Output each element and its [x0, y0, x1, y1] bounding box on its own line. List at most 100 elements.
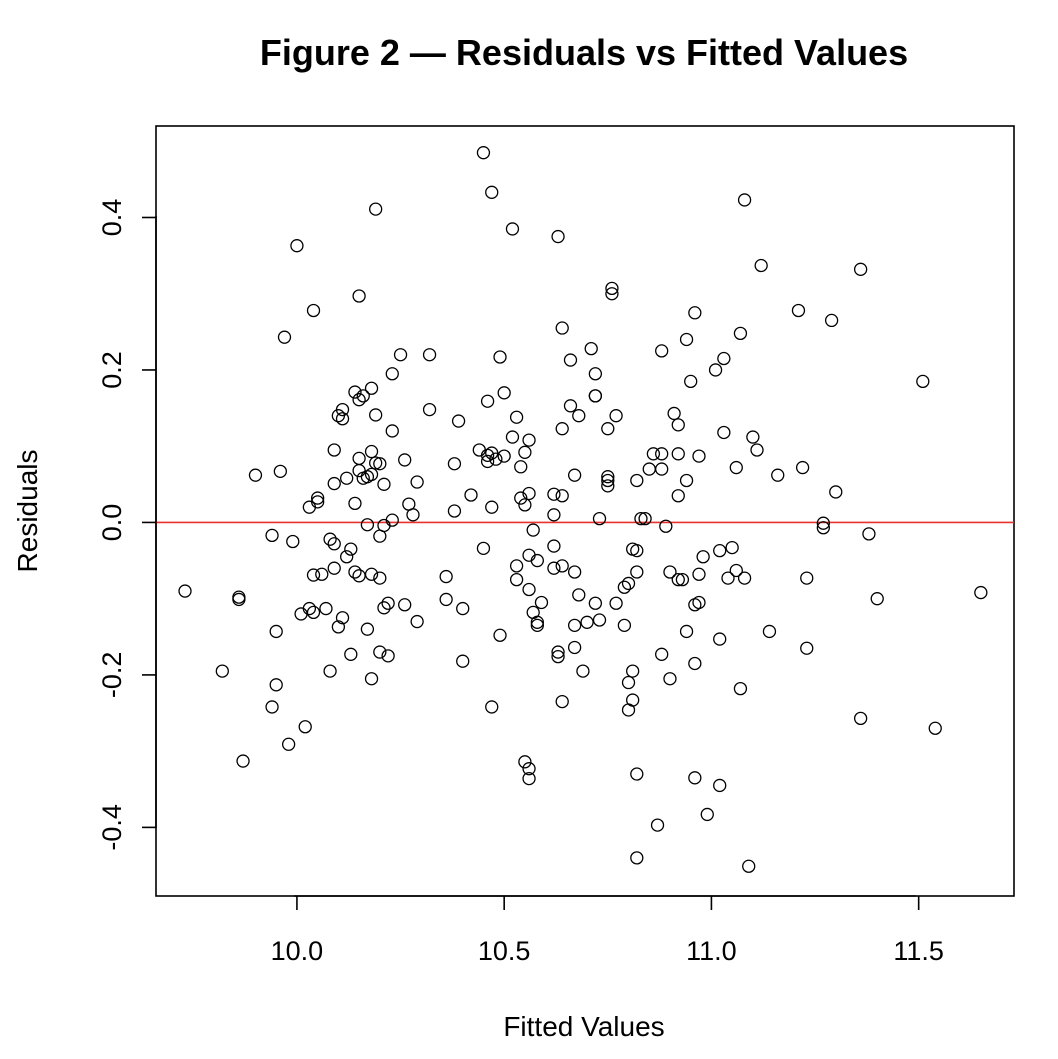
- data-point: [630, 851, 644, 865]
- data-point: [916, 374, 930, 389]
- data-point: [592, 511, 607, 526]
- data-point: [385, 367, 399, 381]
- data-point: [373, 457, 387, 471]
- data-point: [335, 402, 350, 417]
- plot-frame: [155, 125, 1015, 897]
- data-point: [974, 585, 988, 600]
- data-point: [290, 239, 304, 253]
- data-point: [472, 443, 486, 457]
- data-point: [356, 389, 370, 403]
- data-point: [659, 519, 673, 533]
- data-point: [646, 447, 661, 461]
- data-point: [485, 700, 499, 714]
- data-point: [265, 528, 279, 543]
- data-point: [509, 410, 524, 424]
- data-point: [439, 569, 453, 584]
- data-point: [630, 543, 644, 558]
- data-point: [315, 567, 329, 581]
- data-point: [663, 672, 677, 686]
- data-point: [567, 640, 582, 655]
- data-point: [729, 563, 743, 578]
- data-point: [795, 460, 810, 475]
- data-point: [269, 678, 283, 692]
- data-point: [485, 500, 499, 514]
- data-point: [563, 353, 578, 367]
- data-point: [750, 443, 764, 457]
- data-point: [534, 595, 549, 610]
- data-point: [509, 572, 524, 587]
- x-tick-label: 11.5: [893, 936, 944, 966]
- data-point: [754, 258, 768, 273]
- data-point: [800, 571, 814, 585]
- data-point: [642, 462, 656, 476]
- data-point: [733, 326, 748, 341]
- data-point: [422, 402, 437, 417]
- data-point: [621, 675, 636, 690]
- data-point: [340, 550, 354, 564]
- data-point: [655, 647, 669, 661]
- data-point: [302, 601, 317, 616]
- x-tick-label: 10.5: [478, 936, 531, 966]
- data-point: [232, 592, 246, 607]
- x-tick-label: 11.0: [686, 936, 737, 966]
- data-point: [319, 601, 333, 616]
- data-point: [713, 778, 727, 793]
- data-point: [348, 385, 362, 399]
- data-point: [617, 580, 632, 594]
- data-point: [410, 475, 424, 489]
- data-point: [671, 489, 685, 503]
- data-point: [601, 479, 615, 493]
- data-point: [364, 567, 379, 581]
- data-point: [692, 449, 706, 463]
- data-point: [692, 595, 706, 610]
- data-point: [385, 513, 399, 527]
- data-point: [360, 622, 375, 636]
- data-point: [555, 321, 569, 335]
- data-point: [592, 613, 607, 627]
- data-point: [398, 598, 412, 612]
- data-point: [824, 313, 839, 328]
- data-point: [829, 485, 843, 499]
- data-point: [518, 445, 532, 459]
- data-point: [480, 394, 495, 408]
- data-point: [688, 656, 702, 671]
- data-point: [331, 620, 346, 634]
- data-point: [373, 571, 387, 585]
- data-point: [547, 561, 561, 575]
- data-point: [410, 614, 424, 629]
- data-point: [377, 518, 391, 533]
- data-point: [717, 351, 731, 366]
- y-tick-label: 0.2: [97, 351, 127, 389]
- data-point: [742, 859, 756, 873]
- y-tick-label: 0.4: [97, 199, 127, 237]
- data-point: [862, 527, 876, 541]
- data-point: [373, 645, 387, 659]
- data-point: [638, 511, 652, 526]
- data-point: [273, 464, 287, 479]
- data-point: [265, 700, 279, 714]
- data-point: [671, 572, 685, 587]
- data-point: [369, 408, 383, 422]
- data-point: [281, 737, 296, 751]
- data-point: [311, 495, 325, 509]
- data-point: [621, 576, 636, 591]
- data-point: [609, 596, 623, 610]
- data-point: [547, 508, 561, 522]
- data-point: [737, 193, 752, 207]
- x-axis: 10.0 10.5 11.0 11.5: [271, 895, 944, 966]
- data-point: [369, 456, 383, 470]
- points-layer: [178, 146, 988, 873]
- data-point: [928, 721, 942, 735]
- data-point: [679, 624, 694, 639]
- data-point: [505, 222, 520, 236]
- data-point: [729, 460, 743, 475]
- data-point: [692, 567, 706, 581]
- data-point: [588, 367, 603, 381]
- data-point: [381, 649, 395, 663]
- y-tick-label: 0.0: [97, 504, 127, 542]
- data-point: [700, 807, 714, 822]
- y-tick-label: -0.2: [97, 652, 127, 699]
- data-point: [398, 453, 412, 467]
- data-point: [530, 553, 544, 568]
- data-point: [269, 624, 283, 639]
